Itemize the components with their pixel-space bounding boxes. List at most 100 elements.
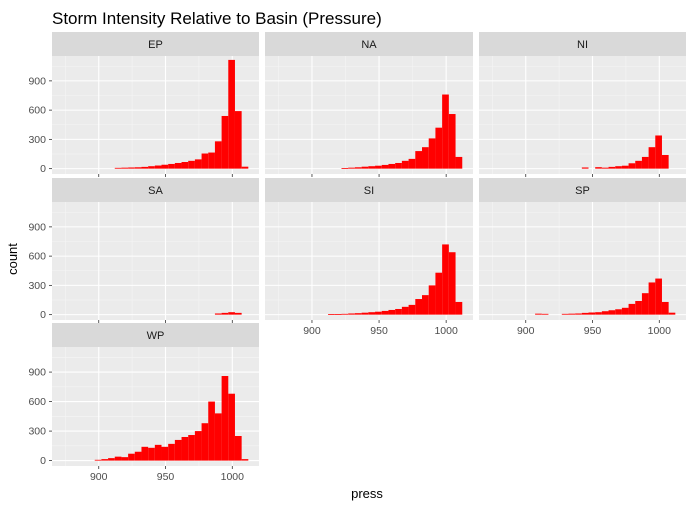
histogram-bar [541,313,549,315]
histogram-bar [448,114,456,169]
histogram-bar [375,311,382,315]
x-tick-label: 1000 [221,471,245,483]
histogram-bar [648,147,656,169]
histogram-bar [442,94,449,169]
histogram-bar [448,252,456,315]
histogram-bar [368,312,376,315]
histogram-bar [174,162,182,169]
facet-panels: EP 0 300 600 900 NA NI SA 0 300 600 900 SI 900 950 1000… [28,32,686,483]
histogram-bar [228,312,235,315]
histogram-bar [428,138,436,169]
histogram-bar [401,160,409,169]
x-tick-label: 900 [90,471,108,483]
facet-panel-ni: NI [479,32,686,177]
histogram-bar [535,313,542,315]
histogram-bar [328,314,335,315]
facet-strip-label: WP [147,330,165,342]
histogram-bar [375,165,382,169]
histogram-bar [568,313,576,315]
histogram-bar [201,423,209,461]
y-tick-label: 0 [40,163,46,175]
histogram-bar [341,168,349,169]
histogram-bar [641,293,649,315]
histogram-bar [348,167,355,169]
histogram-bar [621,307,629,315]
histogram-bar [635,160,642,169]
y-tick-label: 900 [28,221,46,233]
histogram-bar [661,154,669,169]
histogram-bar [655,135,662,169]
histogram-bar [114,167,122,169]
histogram-bar [194,431,202,461]
y-tick-label: 300 [28,280,46,292]
y-tick-label: 300 [28,134,46,146]
histogram-bar [134,167,142,169]
x-tick-label: 900 [517,325,535,337]
histogram-bar [181,436,189,461]
facet-panel-ep: EP 0 300 600 900 [28,32,259,177]
histogram-bar [455,156,463,169]
histogram-bar [174,439,182,461]
histogram-bar [381,310,389,315]
x-tick-label: 1000 [648,325,672,337]
x-axis-title: press [351,486,383,501]
histogram-bar [221,312,229,315]
y-tick-label: 0 [40,455,46,467]
histogram-bar [354,313,362,315]
histogram-bar [388,309,396,315]
histogram-bar [134,451,142,461]
histogram-bar [168,163,175,169]
histogram-bar [334,314,342,315]
histogram-bar [234,312,242,315]
histogram-bar [621,165,629,169]
facet-strip [479,32,686,56]
histogram-bar [148,447,155,461]
facet-strip [479,178,686,202]
histogram-bar [241,166,249,169]
histogram-bar [442,244,449,315]
histogram-bar [422,295,429,315]
histogram-bar [655,278,662,315]
histogram-bar [615,166,622,169]
histogram-bar [575,313,582,315]
histogram-bar [141,166,149,169]
histogram-bar [415,299,423,315]
histogram-bar [628,163,636,169]
histogram-bar [234,111,242,169]
histogram-bar [214,413,222,461]
histogram-bar [121,167,129,169]
histogram-bar [395,308,402,315]
facet-strip [265,32,473,56]
facet-panel-si: SI 900 950 1000 [265,178,473,337]
facet-strip [52,32,259,56]
x-tick-label: 950 [157,471,175,483]
panel-background [52,202,259,320]
histogram-bar [368,166,376,169]
histogram-bar [581,312,589,315]
histogram-bar [208,401,215,461]
histogram-bar [208,152,215,169]
histogram-bar [201,153,209,169]
histogram-bar [408,158,416,169]
x-tick-label: 900 [303,325,321,337]
histogram-bar [221,115,229,169]
histogram-bar [435,272,443,315]
histogram-bar [361,166,369,169]
histogram-bar [455,301,463,315]
facet-panel-wp: WP 0 300 600 900 900 950 1000 [28,323,259,483]
histogram-bar [161,446,169,461]
histogram-bar [241,459,249,461]
histogram-bar [108,458,115,461]
histogram-bar [408,304,416,315]
histogram-bar [154,165,162,169]
histogram-bar [221,376,229,461]
histogram-bar [595,167,602,169]
y-tick-label: 900 [28,367,46,379]
histogram-bar [228,393,235,461]
y-axis-title: count [5,243,20,275]
histogram-bar [194,159,202,169]
histogram-bar [181,162,189,169]
histogram-bar [561,313,569,315]
histogram-bar [435,127,443,169]
